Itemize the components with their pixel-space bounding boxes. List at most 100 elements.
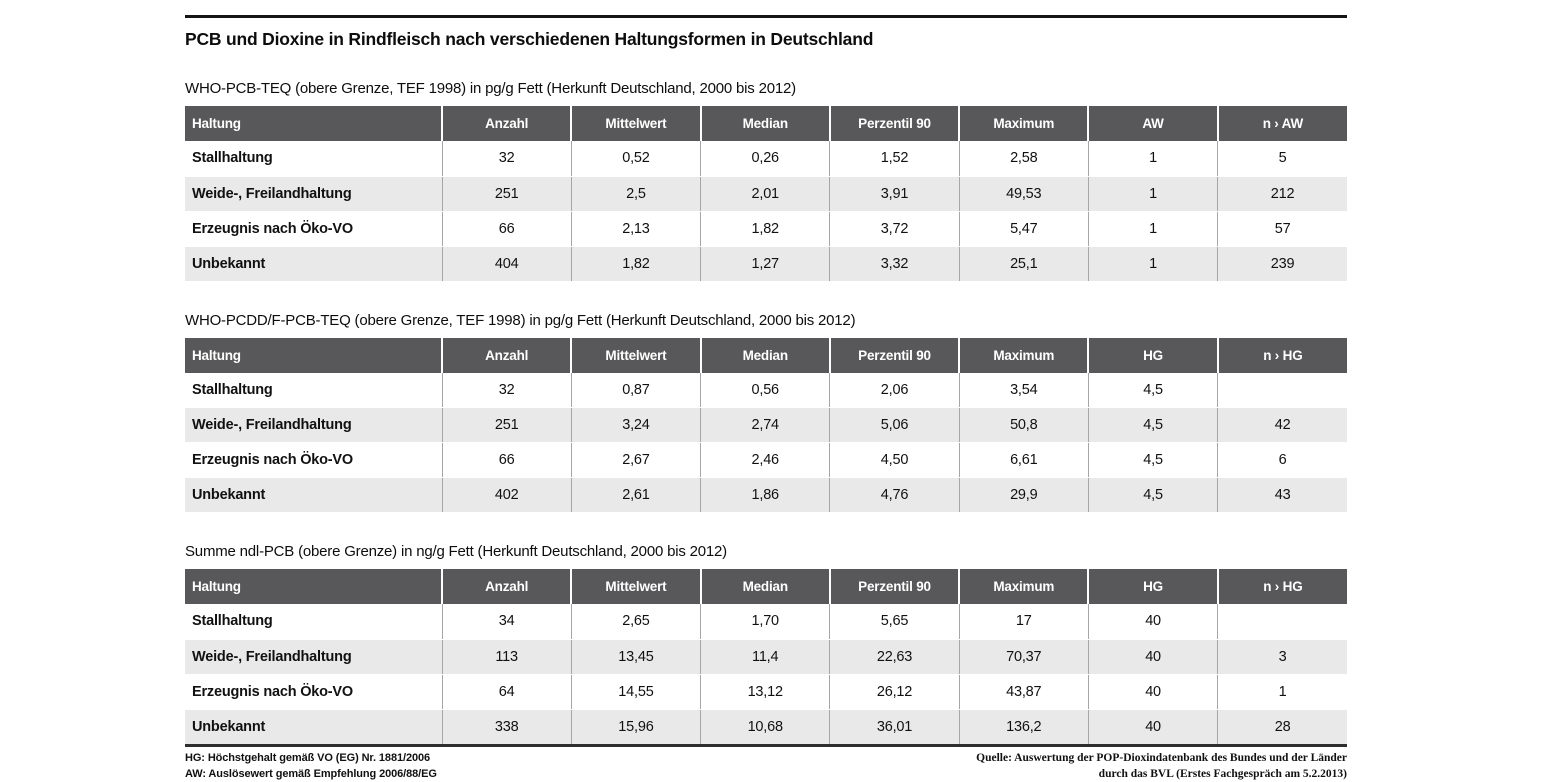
- column-header: Median: [699, 337, 830, 373]
- value-cell: 6,61: [958, 442, 1089, 478]
- column-header: Perzentil 90: [828, 569, 960, 604]
- value-cell: 40: [1087, 674, 1218, 710]
- value-cell: 113: [441, 639, 572, 675]
- column-header: n › AW: [1216, 106, 1347, 141]
- value-cell: 2,74: [700, 407, 830, 443]
- table-subtitle: Summe ndl-PCB (obere Grenze) in ng/g Fet…: [185, 543, 727, 560]
- column-header: Anzahl: [441, 106, 572, 141]
- value-cell: 64: [441, 674, 572, 710]
- value-cell: 29,9: [958, 477, 1089, 513]
- value-cell: 251: [441, 407, 572, 443]
- table-row: Unbekannt 404 1,82 1,27 3,32 25,1 1 239: [185, 246, 1347, 282]
- footnote-abbreviations: HG: Höchstgehalt gemäß VO (EG) Nr. 1881/…: [185, 750, 437, 782]
- table-subtitle: WHO-PCB-TEQ (obere Grenze, TEF 1998) in …: [185, 80, 796, 97]
- table-row: Stallhaltung 32 0,87 0,56 2,06 3,54 4,5: [185, 372, 1347, 408]
- value-cell: 1: [1087, 246, 1218, 282]
- value-cell: [1217, 604, 1347, 640]
- value-cell: 13,12: [700, 674, 830, 710]
- column-header: Mittelwert: [570, 569, 701, 604]
- row-label: Weide-, Freilandhaltung: [185, 176, 443, 212]
- tables-container: WHO-PCB-TEQ (obere Grenze, TEF 1998) in …: [185, 80, 1347, 745]
- value-cell: 66: [441, 211, 572, 247]
- value-cell: 43,87: [958, 674, 1089, 710]
- value-cell: 251: [441, 176, 572, 212]
- value-cell: 1: [1087, 141, 1218, 177]
- value-cell: 0,56: [700, 372, 830, 408]
- value-cell: 404: [441, 246, 572, 282]
- table-row: Weide-, Freilandhaltung 251 3,24 2,74 5,06 50…: [185, 407, 1347, 443]
- column-header: Maximum: [958, 569, 1089, 604]
- page-title: PCB und Dioxine in Rindfleisch nach vers…: [185, 29, 874, 49]
- value-cell: 0,52: [570, 141, 701, 177]
- value-cell: 3,72: [829, 211, 960, 247]
- value-cell: 4,5: [1087, 477, 1218, 513]
- value-cell: 1,82: [570, 246, 701, 282]
- value-cell: 1,86: [700, 477, 830, 513]
- bottom-rule: [185, 743, 1347, 747]
- column-header: Mittelwert: [570, 106, 701, 141]
- value-cell: 43: [1217, 477, 1347, 513]
- value-cell: 4,76: [829, 477, 960, 513]
- header-row: Haltung Anzahl Mittelwert Median Perzentil 9…: [185, 106, 1347, 141]
- value-cell: 4,5: [1087, 407, 1218, 443]
- value-cell: 40: [1087, 709, 1218, 745]
- header-row: Haltung Anzahl Mittelwert Median Perzentil 9…: [185, 337, 1347, 373]
- value-cell: 402: [441, 477, 572, 513]
- value-cell: 5,47: [958, 211, 1089, 247]
- value-cell: [1217, 372, 1347, 408]
- column-header: Mittelwert: [570, 337, 701, 373]
- row-label: Unbekannt: [185, 477, 443, 513]
- value-cell: 25,1: [958, 246, 1089, 282]
- value-cell: 14,55: [570, 674, 701, 710]
- value-cell: 28: [1217, 709, 1347, 745]
- value-cell: 32: [441, 141, 572, 177]
- value-cell: 2,5: [570, 176, 701, 212]
- column-header: Perzentil 90: [828, 337, 960, 373]
- table-row: Erzeugnis nach Öko-VO 66 2,67 2,46 4,50 6,61 4…: [185, 442, 1347, 478]
- row-label: Stallhaltung: [185, 372, 443, 408]
- value-cell: 338: [441, 709, 572, 745]
- value-cell: 1,70: [700, 604, 830, 640]
- value-cell: 239: [1217, 246, 1347, 282]
- value-cell: 11,4: [700, 639, 830, 675]
- value-cell: 136,2: [958, 709, 1089, 745]
- value-cell: 3: [1217, 639, 1347, 675]
- value-cell: 50,8: [958, 407, 1089, 443]
- value-cell: 2,67: [570, 442, 701, 478]
- source-line-2: durch das BVL (Erstes Fachgespräch am 5.…: [1098, 767, 1347, 780]
- value-cell: 26,12: [829, 674, 960, 710]
- row-label: Erzeugnis nach Öko-VO: [185, 442, 443, 478]
- value-cell: 3,54: [958, 372, 1089, 408]
- column-header: Perzentil 90: [828, 106, 960, 141]
- value-cell: 66: [441, 442, 572, 478]
- table-row: Erzeugnis nach Öko-VO 64 14,55 13,12 26,12 43…: [185, 674, 1347, 710]
- value-cell: 3,24: [570, 407, 701, 443]
- value-cell: 3,91: [829, 176, 960, 212]
- report-page: PCB und Dioxine in Rindfleisch nach vers…: [185, 0, 1347, 782]
- value-cell: 22,63: [829, 639, 960, 675]
- value-cell: 3,32: [829, 246, 960, 282]
- value-cell: 57: [1217, 211, 1347, 247]
- value-cell: 4,5: [1087, 372, 1218, 408]
- value-cell: 1: [1217, 674, 1347, 710]
- top-rule: [185, 15, 1347, 18]
- stats-table: Haltung Anzahl Mittelwert Median Perzentil 9…: [185, 569, 1347, 745]
- value-cell: 2,46: [700, 442, 830, 478]
- value-cell: 6: [1217, 442, 1347, 478]
- value-cell: 4,5: [1087, 442, 1218, 478]
- value-cell: 1: [1087, 211, 1218, 247]
- value-cell: 36,01: [829, 709, 960, 745]
- column-header: n › HG: [1216, 337, 1347, 373]
- table-row: Unbekannt 338 15,96 10,68 36,01 136,2 40 28: [185, 709, 1347, 745]
- value-cell: 5,65: [829, 604, 960, 640]
- table-row: Stallhaltung 32 0,52 0,26 1,52 2,58 1 5: [185, 141, 1347, 177]
- stats-table: Haltung Anzahl Mittelwert Median Perzentil 9…: [185, 337, 1347, 513]
- value-cell: 212: [1217, 176, 1347, 212]
- value-cell: 2,06: [829, 372, 960, 408]
- value-cell: 2,13: [570, 211, 701, 247]
- column-header: Haltung: [185, 106, 443, 141]
- row-label: Weide-, Freilandhaltung: [185, 407, 443, 443]
- column-header: Maximum: [958, 106, 1089, 141]
- footnote-aw: AW: Auslösewert gemäß Empfehlung 2006/88…: [185, 767, 437, 780]
- footer: HG: Höchstgehalt gemäß VO (EG) Nr. 1881/…: [185, 750, 1347, 782]
